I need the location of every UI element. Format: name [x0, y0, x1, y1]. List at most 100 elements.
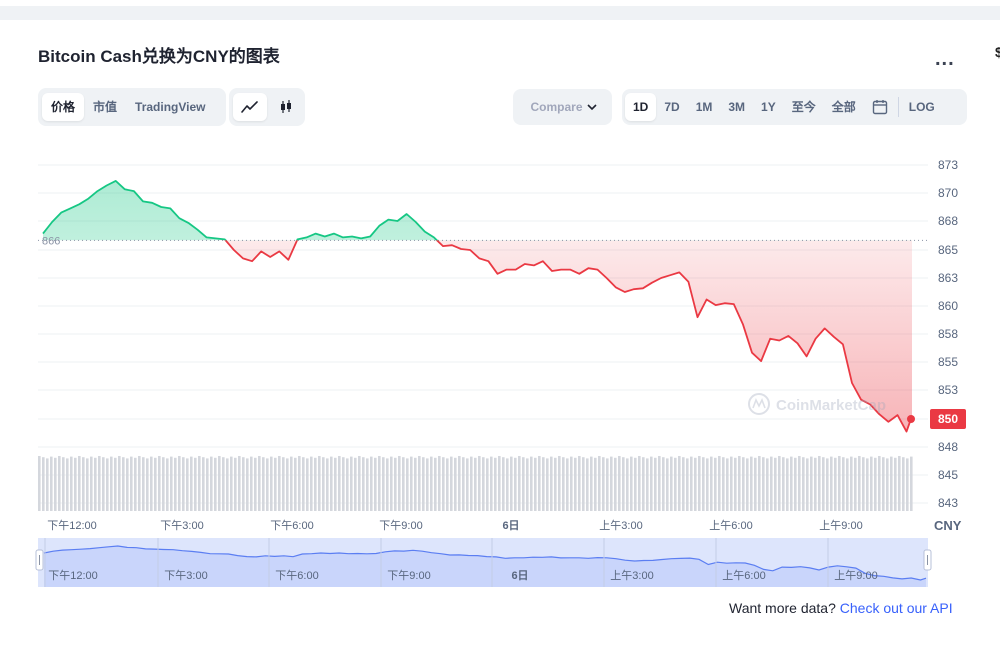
- api-link[interactable]: Check out our API: [839, 600, 953, 616]
- volume-bar: [418, 456, 421, 511]
- volume-bar: [710, 456, 713, 511]
- compare-label: Compare: [530, 100, 583, 114]
- volume-bar: [846, 458, 849, 511]
- volume-bar: [306, 458, 309, 511]
- volume-bar: [498, 456, 501, 511]
- volume-bar: [734, 457, 737, 511]
- volume-bar: [702, 457, 705, 511]
- volume-bar: [690, 456, 693, 511]
- volume-bar: [698, 456, 701, 511]
- volume-bar: [302, 457, 305, 511]
- y-axis: 873 870 868 865 863 860 858 855 853 850 848 845 843: [938, 158, 958, 510]
- volume-bar: [430, 456, 433, 511]
- compare-dropdown[interactable]: Compare: [513, 89, 612, 125]
- y-tick-label: 848: [938, 440, 958, 454]
- tab-price[interactable]: 价格: [42, 93, 85, 121]
- tab-market-cap[interactable]: 市值: [93, 100, 118, 114]
- volume-bar: [758, 456, 761, 511]
- volume-bar: [630, 456, 633, 511]
- volume-bar: [610, 456, 613, 511]
- area-above-reference: [43, 180, 912, 241]
- volume-bar: [582, 457, 585, 511]
- volume-bar: [194, 457, 197, 511]
- volume-bar: [298, 456, 301, 511]
- chart-type-toggle: [229, 88, 305, 126]
- volume-bar: [830, 456, 833, 511]
- line-chart-button[interactable]: [233, 93, 267, 121]
- volume-bar: [198, 456, 201, 511]
- range-ytd[interactable]: 至今: [791, 100, 816, 114]
- view-tabs: 价格 市值 TradingView: [38, 88, 226, 126]
- volume-bar: [122, 457, 125, 511]
- calendar-icon[interactable]: [872, 99, 888, 115]
- range-1d[interactable]: 1D: [625, 93, 657, 121]
- volume-bar: [46, 458, 49, 511]
- more-options-button[interactable]: ...: [935, 48, 955, 70]
- volume-bar: [838, 456, 841, 511]
- volume-bar: [490, 456, 493, 511]
- volume-bar: [70, 456, 73, 511]
- volume-bar: [874, 457, 877, 511]
- volume-bar: [406, 458, 409, 511]
- volume-bar: [62, 457, 65, 511]
- volume-bar: [262, 457, 265, 511]
- y-tick-label: 868: [938, 214, 958, 228]
- volume-bar: [798, 456, 801, 511]
- tab-tradingview[interactable]: TradingView: [135, 100, 206, 114]
- volume-bar: [706, 458, 709, 511]
- volume-bar: [590, 456, 593, 511]
- x-tick-label: 下午9:00: [379, 519, 422, 532]
- y-tick-label: 855: [938, 355, 958, 369]
- x-tick-label: 下午6:00: [270, 519, 313, 532]
- volume-bar: [530, 456, 533, 511]
- range-all[interactable]: 全部: [831, 100, 856, 114]
- volume-bar: [906, 458, 909, 511]
- volume-bar: [330, 456, 333, 511]
- volume-bar: [674, 457, 677, 511]
- y-tick-label: 860: [938, 299, 958, 313]
- volume-bar: [854, 457, 857, 511]
- range-navigator[interactable]: 下午12:00 下午3:00 下午6:00 下午9:00 6日 上午3:00 上午6:00 上…: [35, 538, 932, 587]
- volume-bar: [286, 458, 289, 511]
- volume-bar: [586, 458, 589, 511]
- log-scale-toggle[interactable]: LOG: [908, 100, 935, 114]
- range-1y[interactable]: 1Y: [761, 100, 776, 114]
- volume-bar: [646, 458, 649, 511]
- volume-bar: [66, 458, 69, 511]
- volume-bar: [170, 456, 173, 511]
- volume-bar: [666, 458, 669, 511]
- volume-bar: [562, 457, 565, 511]
- volume-bar: [542, 457, 545, 511]
- volume-bar: [438, 456, 441, 511]
- x-axis: 下午12:00 下午3:00 下午6:00 下午9:00 6日 上午3:00 上午6:00 上…: [47, 519, 862, 532]
- volume-bar: [434, 457, 437, 511]
- volume-bar: [870, 456, 873, 511]
- watermark-text: CoinMarketCap: [776, 397, 886, 414]
- navigator-tick-label: 上午6:00: [722, 569, 765, 582]
- volume-bar: [258, 456, 261, 511]
- x-tick-label: 6日: [502, 519, 519, 532]
- x-tick-label: 下午3:00: [160, 519, 203, 532]
- volume-bar: [682, 457, 685, 511]
- volume-bar: [802, 457, 805, 511]
- volume-bar: [358, 456, 361, 511]
- volume-bar: [150, 456, 153, 511]
- volume-bar: [162, 457, 165, 511]
- volume-bar: [910, 456, 913, 511]
- volume-bar: [154, 457, 157, 511]
- volume-bar: [878, 456, 881, 511]
- volume-bar: [238, 456, 241, 511]
- volume-bar: [342, 457, 345, 511]
- candlestick-button[interactable]: [267, 93, 305, 121]
- top-strip: [0, 0, 1000, 6]
- volume-bar: [270, 456, 273, 511]
- volume-bar: [742, 457, 745, 511]
- volume-bar: [250, 456, 253, 511]
- range-3m[interactable]: 3M: [728, 100, 746, 114]
- range-7d[interactable]: 7D: [664, 100, 680, 114]
- line-chart-icon: [241, 101, 258, 113]
- range-1m[interactable]: 1M: [695, 100, 713, 114]
- navigator-tick-label: 下午6:00: [275, 569, 318, 582]
- volume-bar: [578, 456, 581, 511]
